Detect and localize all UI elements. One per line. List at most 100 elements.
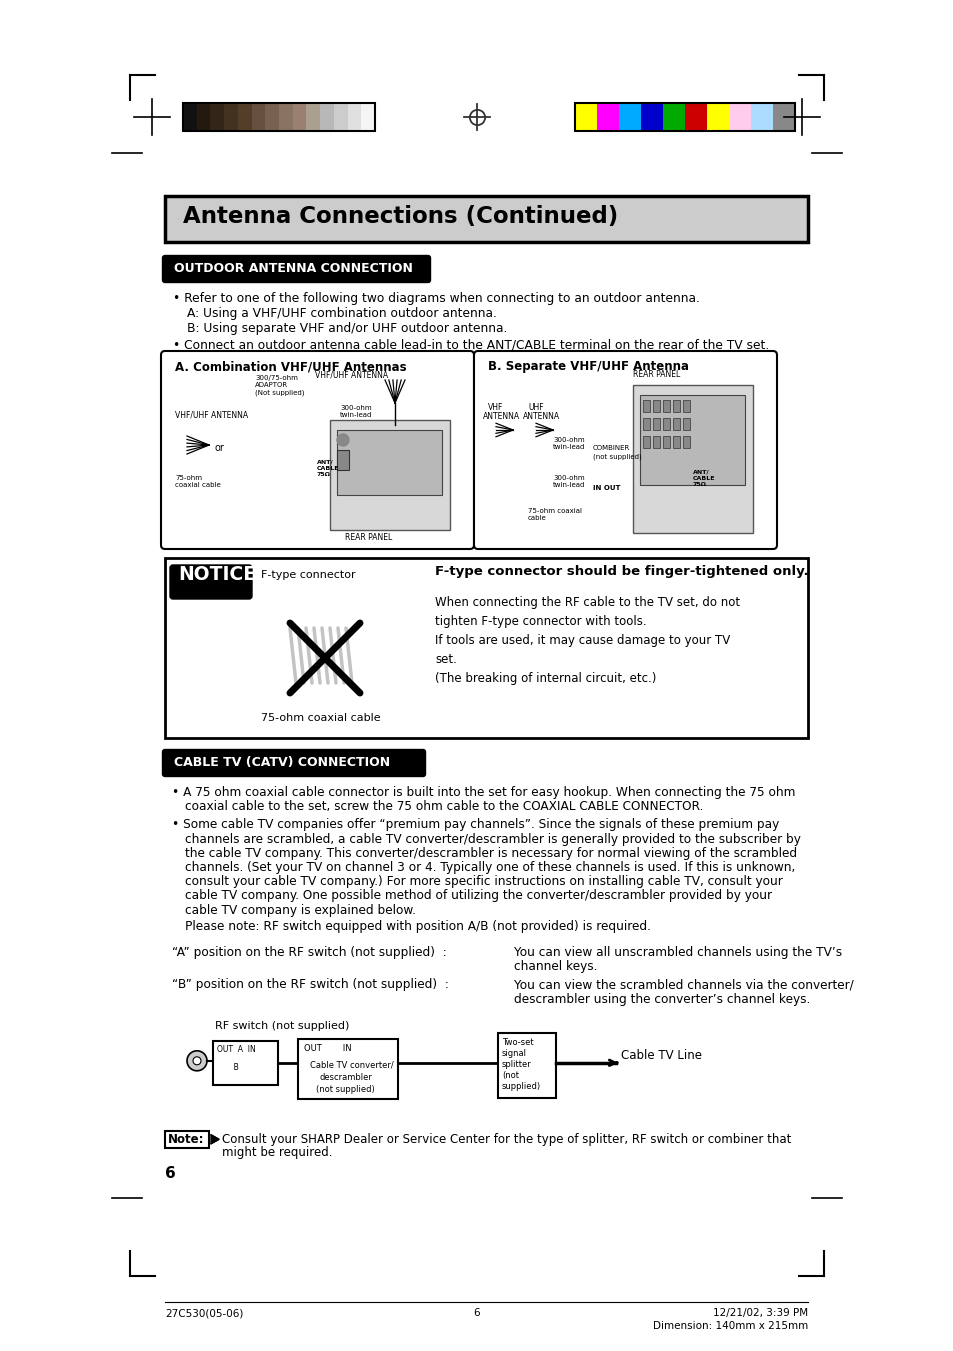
Bar: [772, 103, 795, 131]
Polygon shape: [211, 1135, 219, 1144]
Bar: [213, 1040, 277, 1085]
FancyBboxPatch shape: [474, 351, 776, 549]
Bar: [682, 400, 689, 412]
Text: UHF: UHF: [527, 403, 543, 412]
Bar: [642, 400, 649, 412]
Text: cable TV company is explained below.: cable TV company is explained below.: [185, 904, 416, 916]
Bar: [497, 1032, 556, 1098]
FancyBboxPatch shape: [162, 750, 425, 777]
Text: OUTDOOR ANTENNA CONNECTION: OUTDOOR ANTENNA CONNECTION: [173, 262, 413, 276]
Text: (not: (not: [501, 1071, 518, 1079]
Text: • Some cable TV companies offer “premium pay channels”. Since the signals of the: • Some cable TV companies offer “premium…: [172, 819, 779, 831]
Bar: [361, 103, 375, 131]
Bar: [642, 436, 649, 449]
Text: You can view all unscrambled channels using the TV’s: You can view all unscrambled channels us…: [514, 946, 841, 959]
Text: B. Separate VHF/UHF Antenna: B. Separate VHF/UHF Antenna: [488, 359, 688, 373]
Text: 27C530(05-06): 27C530(05-06): [165, 1308, 243, 1319]
Text: the cable TV company. This converter/descrambler is necessary for normal viewing: the cable TV company. This converter/des…: [185, 847, 797, 859]
Bar: [652, 400, 659, 412]
Bar: [642, 417, 649, 430]
Text: OUT  A  IN: OUT A IN: [216, 1044, 255, 1054]
Text: F-type connector: F-type connector: [261, 570, 355, 580]
Bar: [672, 436, 679, 449]
Text: supplied): supplied): [501, 1082, 540, 1090]
Bar: [347, 103, 361, 131]
Text: • A 75 ohm coaxial cable connector is built into the set for easy hookup. When c: • A 75 ohm coaxial cable connector is bu…: [172, 786, 795, 798]
Bar: [165, 196, 807, 242]
Text: “A” position on the RF switch (not supplied)  :: “A” position on the RF switch (not suppl…: [172, 946, 446, 959]
Text: REAR PANEL: REAR PANEL: [345, 534, 392, 542]
Bar: [334, 103, 348, 131]
Bar: [750, 103, 773, 131]
Text: Cable TV converter/: Cable TV converter/: [310, 1061, 394, 1070]
Text: 75-ohm
coaxial cable: 75-ohm coaxial cable: [174, 476, 220, 488]
Bar: [297, 1039, 397, 1098]
Text: coaxial cable to the set, screw the 75 ohm cable to the COAXIAL CABLE CONNECTOR.: coaxial cable to the set, screw the 75 o…: [185, 800, 702, 813]
Text: OUT        IN: OUT IN: [304, 1044, 352, 1052]
Bar: [306, 103, 320, 131]
Text: consult your cable TV company.) For more specific instructions on installing cab: consult your cable TV company.) For more…: [185, 875, 781, 888]
Text: 300/75-ohm
ADAPTOR
(Not supplied): 300/75-ohm ADAPTOR (Not supplied): [254, 376, 304, 396]
Bar: [165, 558, 807, 738]
Text: VHF/UHF ANTENNA: VHF/UHF ANTENNA: [314, 370, 388, 380]
Text: When connecting the RF cable to the TV set, do not: When connecting the RF cable to the TV s…: [435, 596, 740, 609]
Text: Cable TV Line: Cable TV Line: [620, 1048, 701, 1062]
Text: NOTICE: NOTICE: [178, 565, 255, 584]
Text: channels are scrambled, a cable TV converter/descrambler is generally provided t: channels are scrambled, a cable TV conve…: [185, 832, 800, 846]
Text: (not supplied): (not supplied): [315, 1085, 375, 1094]
Text: channel keys.: channel keys.: [514, 961, 597, 973]
Text: Note:: Note:: [168, 1132, 204, 1146]
Text: tighten F-type connector with tools.: tighten F-type connector with tools.: [435, 615, 646, 628]
Text: 6: 6: [474, 1308, 479, 1319]
Bar: [320, 103, 334, 131]
Bar: [336, 450, 349, 470]
Bar: [728, 103, 751, 131]
Text: Two-set: Two-set: [501, 1038, 533, 1047]
Text: “B” position on the RF switch (not supplied)  :: “B” position on the RF switch (not suppl…: [172, 978, 449, 992]
Text: ANT/
CABLE
75Ω: ANT/ CABLE 75Ω: [692, 470, 715, 486]
Bar: [662, 436, 669, 449]
Text: signal: signal: [501, 1048, 526, 1058]
Text: F-type connector should be finger-tightened only.: F-type connector should be finger-tighte…: [435, 565, 808, 578]
FancyBboxPatch shape: [162, 255, 430, 282]
Text: Dimension: 140mm x 215mm: Dimension: 140mm x 215mm: [652, 1321, 807, 1331]
FancyBboxPatch shape: [161, 351, 474, 549]
Bar: [662, 400, 669, 412]
Text: B: Using separate VHF and/or UHF outdoor antenna.: B: Using separate VHF and/or UHF outdoor…: [187, 322, 507, 335]
Text: splitter: splitter: [501, 1059, 531, 1069]
Bar: [618, 103, 640, 131]
Bar: [597, 103, 618, 131]
Text: ANT/
CABLE
75Ω: ANT/ CABLE 75Ω: [316, 459, 339, 477]
Text: RF switch (not supplied): RF switch (not supplied): [214, 1021, 349, 1031]
Text: IN OUT: IN OUT: [593, 485, 619, 490]
Bar: [682, 417, 689, 430]
Text: CABLE TV (CATV) CONNECTION: CABLE TV (CATV) CONNECTION: [173, 757, 390, 769]
FancyBboxPatch shape: [170, 565, 252, 598]
Bar: [293, 103, 307, 131]
Bar: [183, 103, 197, 131]
Bar: [662, 417, 669, 430]
Text: VHF: VHF: [488, 403, 503, 412]
Text: If tools are used, it may cause damage to your TV: If tools are used, it may cause damage t…: [435, 634, 729, 647]
Text: 75-ohm coaxial cable: 75-ohm coaxial cable: [261, 713, 380, 723]
Bar: [336, 430, 441, 494]
Bar: [662, 103, 685, 131]
Bar: [652, 417, 659, 430]
Text: 75-ohm coaxial
cable: 75-ohm coaxial cable: [527, 508, 581, 521]
Circle shape: [336, 434, 349, 446]
Bar: [684, 103, 707, 131]
Bar: [330, 420, 450, 530]
Bar: [183, 103, 375, 131]
Text: set.: set.: [435, 653, 456, 666]
Text: Antenna Connections (Continued): Antenna Connections (Continued): [183, 205, 618, 228]
Bar: [672, 400, 679, 412]
Text: 300-ohm
twin-lead: 300-ohm twin-lead: [553, 436, 585, 450]
Text: or: or: [214, 443, 225, 453]
Text: ANTENNA: ANTENNA: [482, 412, 519, 422]
Bar: [252, 103, 266, 131]
Text: COMBINER: COMBINER: [593, 444, 630, 451]
Bar: [706, 103, 729, 131]
Text: 300-ohm
twin-lead: 300-ohm twin-lead: [339, 405, 372, 417]
Text: 12/21/02, 3:39 PM: 12/21/02, 3:39 PM: [712, 1308, 807, 1319]
Text: A. Combination VHF/UHF Antennas: A. Combination VHF/UHF Antennas: [174, 359, 406, 373]
